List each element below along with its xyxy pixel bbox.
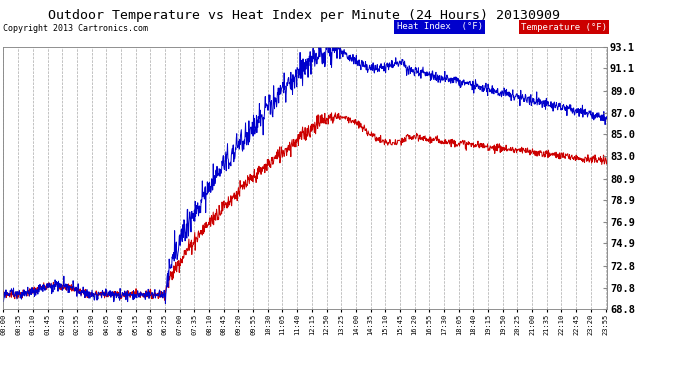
Text: Copyright 2013 Cartronics.com: Copyright 2013 Cartronics.com xyxy=(3,24,148,33)
Text: Heat Index  (°F): Heat Index (°F) xyxy=(397,22,483,32)
Text: Temperature (°F): Temperature (°F) xyxy=(521,22,607,32)
Text: Outdoor Temperature vs Heat Index per Minute (24 Hours) 20130909: Outdoor Temperature vs Heat Index per Mi… xyxy=(48,9,560,22)
